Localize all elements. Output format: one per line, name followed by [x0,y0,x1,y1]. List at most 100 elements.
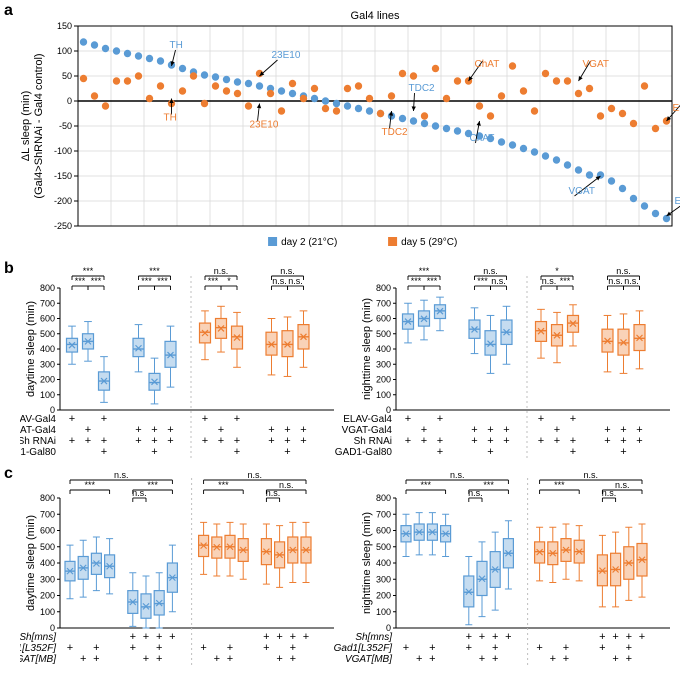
svg-text:+: + [85,435,91,447]
svg-text:+: + [437,446,443,458]
panel-label-c: c [4,465,13,483]
svg-text:+: + [563,653,569,665]
svg-text:n.s.: n.s. [214,266,229,276]
svg-text:-50: -50 [59,121,72,131]
svg-text:+: + [570,413,576,425]
svg-text:ELAV: ELAV [675,196,681,207]
svg-text:n.s.: n.s. [132,488,147,498]
svg-text:+: + [263,642,269,654]
svg-text:700: 700 [40,509,55,519]
svg-text:+: + [276,631,282,643]
svg-text:200: 200 [40,375,55,385]
svg-text:daytime sleep (min): daytime sleep (min) [25,301,37,397]
svg-text:+: + [626,653,632,665]
svg-text:+: + [405,435,411,447]
svg-text:300: 300 [40,359,55,369]
svg-text:+: + [471,435,477,447]
svg-text:500: 500 [40,329,55,339]
svg-text:+: + [169,631,175,643]
svg-text:+: + [284,446,290,458]
svg-text:VGAT-Gal4: VGAT-Gal4 [20,425,56,436]
svg-text:700: 700 [376,298,391,308]
svg-text:TDC2: TDC2 [382,127,409,138]
svg-text:***: *** [91,276,102,286]
svg-text:VGAT[MB]: VGAT[MB] [345,654,392,665]
svg-text:100: 100 [376,607,391,617]
svg-text:***: *** [149,266,160,276]
svg-text:+: + [290,653,296,665]
svg-text:+: + [167,435,173,447]
svg-text:+: + [479,631,485,643]
svg-text:+: + [214,653,220,665]
svg-text:*: * [555,266,559,276]
svg-text:+: + [487,446,493,458]
svg-text:200: 200 [376,375,391,385]
svg-text:***: *** [411,276,422,286]
svg-text:+: + [636,435,642,447]
svg-text:+: + [151,446,157,458]
svg-text:+: + [69,413,75,425]
svg-text:TH: TH [170,40,183,51]
svg-text:***: *** [141,276,152,286]
svg-text:600: 600 [376,314,391,324]
svg-text:+: + [604,435,610,447]
svg-text:+: + [550,653,556,665]
svg-text:700: 700 [40,298,55,308]
svg-text:+: + [101,413,107,425]
svg-text:Sh[mns]: Sh[mns] [20,632,56,643]
svg-text:100: 100 [376,390,391,400]
svg-text:n.s.: n.s. [483,266,498,276]
svg-text:-200: -200 [54,196,72,206]
svg-text:***: *** [421,480,432,490]
svg-text:800: 800 [40,493,55,503]
svg-text:100: 100 [40,607,55,617]
svg-text:+: + [403,642,409,654]
svg-text:+: + [69,435,75,447]
svg-text:day 2 (21°C): day 2 (21°C) [281,237,337,248]
svg-text:***: *** [483,480,494,490]
svg-text:***: *** [560,276,571,286]
svg-text:400: 400 [376,344,391,354]
svg-text:800: 800 [376,283,391,293]
svg-text:ChAT: ChAT [470,133,495,144]
svg-text:+: + [466,642,472,654]
svg-text:n.s.: n.s. [114,470,129,480]
svg-text:0: 0 [67,96,72,106]
svg-text:+: + [612,653,618,665]
svg-text:600: 600 [40,314,55,324]
svg-text:n.s.: n.s. [624,276,639,286]
svg-text:400: 400 [40,558,55,568]
svg-text:ELAV-Gal4: ELAV-Gal4 [20,414,56,425]
svg-text:+: + [67,642,73,654]
svg-text:***: *** [419,266,430,276]
svg-text:500: 500 [376,329,391,339]
svg-text:+: + [218,435,224,447]
svg-text:-100: -100 [54,146,72,156]
svg-text:n.s.: n.s. [608,276,623,286]
svg-text:TDC2: TDC2 [409,83,436,94]
svg-text:n.s.: n.s. [468,488,483,498]
svg-text:+: + [554,435,560,447]
svg-text:+: + [503,435,509,447]
svg-text:***: *** [554,480,565,490]
svg-text:ChAT: ChAT [475,59,500,70]
svg-text:***: *** [147,480,158,490]
svg-text:+: + [505,631,511,643]
svg-text:Sh RNAi: Sh RNAi [20,436,56,447]
svg-text:***: *** [208,276,219,286]
svg-text:Sh[mns]: Sh[mns] [355,632,392,643]
svg-text:+: + [202,413,208,425]
svg-text:daytime sleep (min): daytime sleep (min) [25,515,37,611]
svg-text:n.s.: n.s. [272,276,287,286]
svg-text:ELAV: ELAV [673,103,681,114]
svg-text:+: + [538,413,544,425]
svg-text:+: + [437,413,443,425]
svg-text:***: *** [427,276,438,286]
svg-text:500: 500 [376,542,391,552]
svg-text:***: *** [477,276,488,286]
svg-text:Sh RNAi: Sh RNAi [354,436,392,447]
svg-text:+: + [479,653,485,665]
svg-text:+: + [429,653,435,665]
svg-text:Gal4 lines: Gal4 lines [351,10,400,22]
svg-text:***: *** [83,266,94,276]
